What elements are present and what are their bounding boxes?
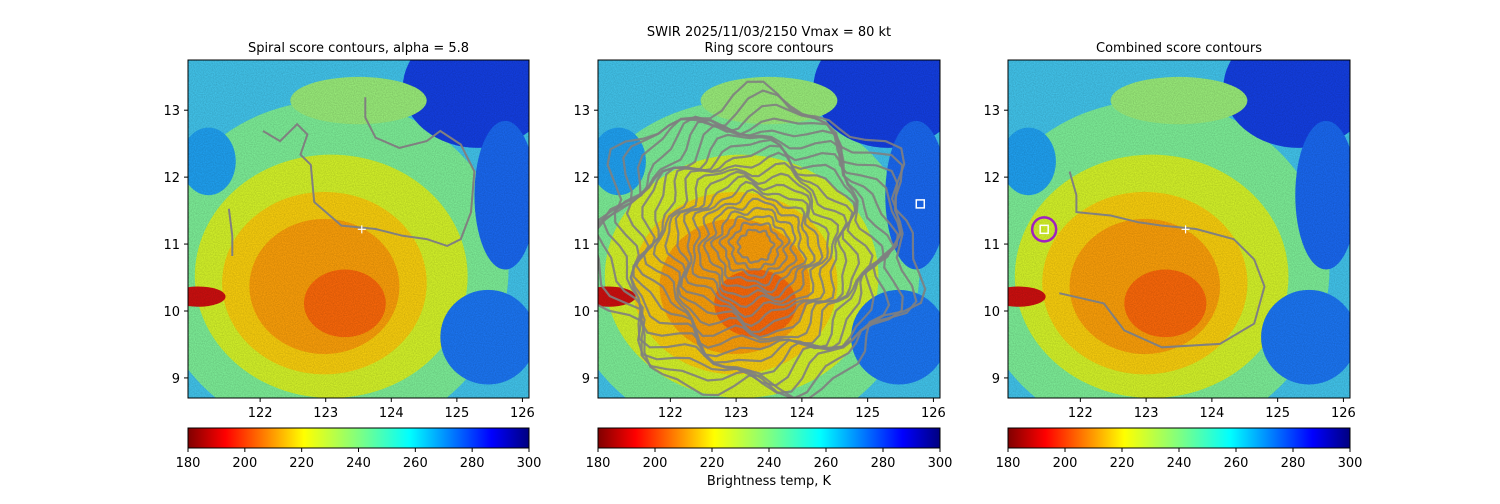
colorbar-tick-label: 240 — [757, 456, 782, 471]
score-contours — [598, 80, 927, 398]
score-contours — [227, 97, 476, 256]
panel-2: Ring score contours 122 123 124 125 126 9 10 11 1… — [573, 41, 953, 471]
panel-title: Ring score contours — [704, 41, 833, 56]
x-tick-label: 126 — [510, 406, 535, 421]
figure-suptitle: SWIR 2025/11/03/2150 Vmax = 80 kt — [647, 25, 891, 40]
y-tick-label: 12 — [983, 171, 1000, 186]
colorbar-tick-label: 200 — [232, 456, 257, 471]
y-tick-label: 10 — [163, 305, 180, 320]
colorbar-tick-label: 220 — [289, 456, 314, 471]
x-tick-label: 123 — [1134, 406, 1159, 421]
y-tick-label: 11 — [983, 238, 1000, 253]
panel-title: Spiral score contours, alpha = 5.8 — [248, 41, 469, 56]
x-tick-label: 125 — [1265, 406, 1290, 421]
colorbar-tick-label: 260 — [403, 456, 428, 471]
panel-3: Combined score contours 122 123 124 125 126 9 1… — [983, 41, 1363, 471]
x-tick-label: 125 — [855, 406, 880, 421]
panel-title: Combined score contours — [1096, 41, 1262, 56]
colorbar-tick-label: 200 — [1053, 456, 1078, 471]
y-tick-label: 12 — [163, 171, 180, 186]
y-tick-label: 13 — [983, 104, 1000, 119]
y-tick-label: 9 — [992, 372, 1000, 387]
y-tick-label: 11 — [573, 238, 590, 253]
colorbar-tick-label: 180 — [176, 456, 201, 471]
colorbar-tick-label: 180 — [996, 456, 1021, 471]
y-tick-label: 10 — [983, 305, 1000, 320]
center-plus-marker — [1181, 225, 1190, 234]
colorbar-tick-label: 260 — [814, 456, 839, 471]
colorbar — [187, 427, 530, 449]
axes-frame — [187, 59, 530, 399]
x-tick-label: 126 — [1331, 406, 1356, 421]
y-tick-label: 10 — [573, 305, 590, 320]
y-tick-label: 13 — [163, 104, 180, 119]
x-tick-label: 123 — [313, 406, 338, 421]
y-tick-label: 9 — [172, 372, 180, 387]
colorbar-tick-label: 180 — [586, 456, 611, 471]
colorbar-tick-label: 240 — [1167, 456, 1192, 471]
colorbar-tick-label: 200 — [643, 456, 668, 471]
spiral-contour-line — [262, 97, 476, 247]
colorbar-tick-label: 220 — [1110, 456, 1135, 471]
colorbar-tick-label: 280 — [460, 456, 485, 471]
colorbar-tick-label: 280 — [1281, 456, 1306, 471]
colorbar-tick-label: 300 — [517, 456, 542, 471]
y-tick-label: 11 — [163, 238, 180, 253]
x-tick-label: 125 — [444, 406, 469, 421]
best-score-circle-marker — [1030, 216, 1058, 243]
x-tick-label: 124 — [1199, 406, 1224, 421]
x-tick-label: 122 — [1068, 406, 1093, 421]
axes-frame — [1007, 59, 1351, 399]
spiral-contour-line — [227, 208, 234, 256]
y-tick-label: 13 — [573, 104, 590, 119]
colorbar-tick-label: 300 — [928, 456, 953, 471]
heatmap-image — [598, 60, 940, 398]
x-tick-label: 124 — [379, 406, 404, 421]
axes-frame — [597, 59, 941, 399]
colorbar-tick-label: 280 — [871, 456, 896, 471]
colorbar — [597, 427, 941, 449]
center-plus-marker — [357, 225, 366, 234]
y-tick-label: 9 — [582, 372, 590, 387]
colorbar-tick-label: 240 — [346, 456, 371, 471]
colorbar-tick-label: 220 — [700, 456, 725, 471]
x-tick-label: 123 — [724, 406, 749, 421]
combined-contour-line — [1059, 171, 1266, 349]
ring-contour-cluster — [598, 80, 927, 398]
best-score-square-marker — [1039, 224, 1049, 235]
best-score-square-marker — [915, 199, 926, 209]
x-tick-label: 126 — [921, 406, 946, 421]
heatmap-image — [188, 60, 529, 398]
x-tick-label: 124 — [789, 406, 814, 421]
heatmap-image — [1008, 60, 1350, 398]
x-tick-label: 122 — [248, 406, 273, 421]
x-tick-label: 122 — [658, 406, 683, 421]
score-contours — [1059, 171, 1266, 349]
colorbar-label: Brightness temp, K — [707, 474, 832, 489]
y-tick-label: 12 — [573, 171, 590, 186]
colorbar-tick-label: 260 — [1224, 456, 1249, 471]
colorbar — [1007, 427, 1351, 449]
colorbar-tick-label: 300 — [1338, 456, 1363, 471]
